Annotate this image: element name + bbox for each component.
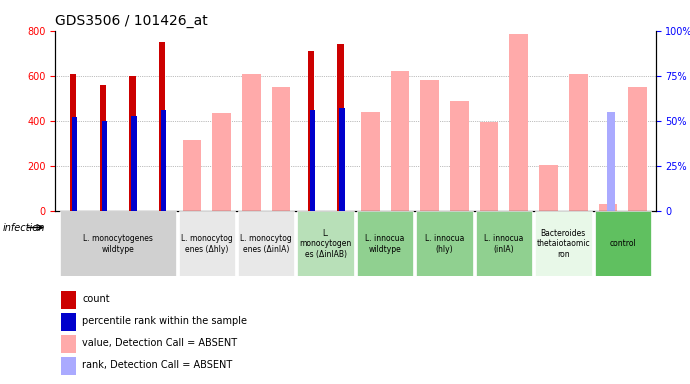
Bar xyxy=(480,122,498,211)
FancyBboxPatch shape xyxy=(595,211,651,276)
FancyBboxPatch shape xyxy=(179,211,235,276)
Bar xyxy=(161,110,166,211)
Bar xyxy=(272,87,290,211)
Bar xyxy=(308,51,314,211)
Bar xyxy=(337,44,344,211)
FancyBboxPatch shape xyxy=(416,211,473,276)
Bar xyxy=(61,357,76,375)
Bar xyxy=(70,74,76,211)
Text: L. monocytog
enes (ΔinlA): L. monocytog enes (ΔinlA) xyxy=(240,234,292,253)
FancyBboxPatch shape xyxy=(357,211,413,276)
Bar xyxy=(213,113,231,211)
Bar xyxy=(450,101,469,211)
Text: infection: infection xyxy=(3,222,45,233)
Text: L. innocua
(inlA): L. innocua (inlA) xyxy=(484,234,524,253)
Bar xyxy=(599,204,618,211)
Bar xyxy=(131,116,137,211)
Bar xyxy=(339,108,344,211)
Bar xyxy=(159,42,166,211)
Bar xyxy=(129,76,136,211)
Bar xyxy=(101,121,107,211)
Text: GDS3506 / 101426_at: GDS3506 / 101426_at xyxy=(55,14,208,28)
FancyBboxPatch shape xyxy=(535,211,591,276)
Text: Bacteroides
thetaiotaomic
ron: Bacteroides thetaiotaomic ron xyxy=(537,229,590,259)
FancyBboxPatch shape xyxy=(59,211,175,276)
Text: L. monocytogenes
wildtype: L. monocytogenes wildtype xyxy=(83,234,152,253)
FancyBboxPatch shape xyxy=(238,211,295,276)
Bar xyxy=(361,112,380,211)
Bar xyxy=(310,110,315,211)
FancyBboxPatch shape xyxy=(475,211,532,276)
Bar xyxy=(72,118,77,211)
Bar xyxy=(629,87,647,211)
Bar xyxy=(569,74,588,211)
FancyBboxPatch shape xyxy=(297,211,354,276)
Bar xyxy=(391,71,409,211)
Bar xyxy=(183,140,201,211)
Bar xyxy=(539,165,558,211)
Text: rank, Detection Call = ABSENT: rank, Detection Call = ABSENT xyxy=(82,360,233,370)
Text: percentile rank within the sample: percentile rank within the sample xyxy=(82,316,247,326)
Bar xyxy=(61,291,76,309)
Bar xyxy=(607,112,615,211)
Text: L. innocua
(hly): L. innocua (hly) xyxy=(425,234,464,253)
Text: L. innocua
wildtype: L. innocua wildtype xyxy=(366,234,405,253)
Bar xyxy=(420,80,439,211)
Text: L. monocytog
enes (Δhly): L. monocytog enes (Δhly) xyxy=(181,234,233,253)
Bar xyxy=(61,313,76,331)
Text: value, Detection Call = ABSENT: value, Detection Call = ABSENT xyxy=(82,338,237,348)
Bar xyxy=(242,74,261,211)
Bar xyxy=(509,34,528,211)
Text: L.
monocytogen
es (ΔinlAB): L. monocytogen es (ΔinlAB) xyxy=(299,229,352,259)
Bar xyxy=(99,85,106,211)
Text: control: control xyxy=(609,239,636,248)
Text: count: count xyxy=(82,294,110,304)
Bar xyxy=(61,335,76,353)
